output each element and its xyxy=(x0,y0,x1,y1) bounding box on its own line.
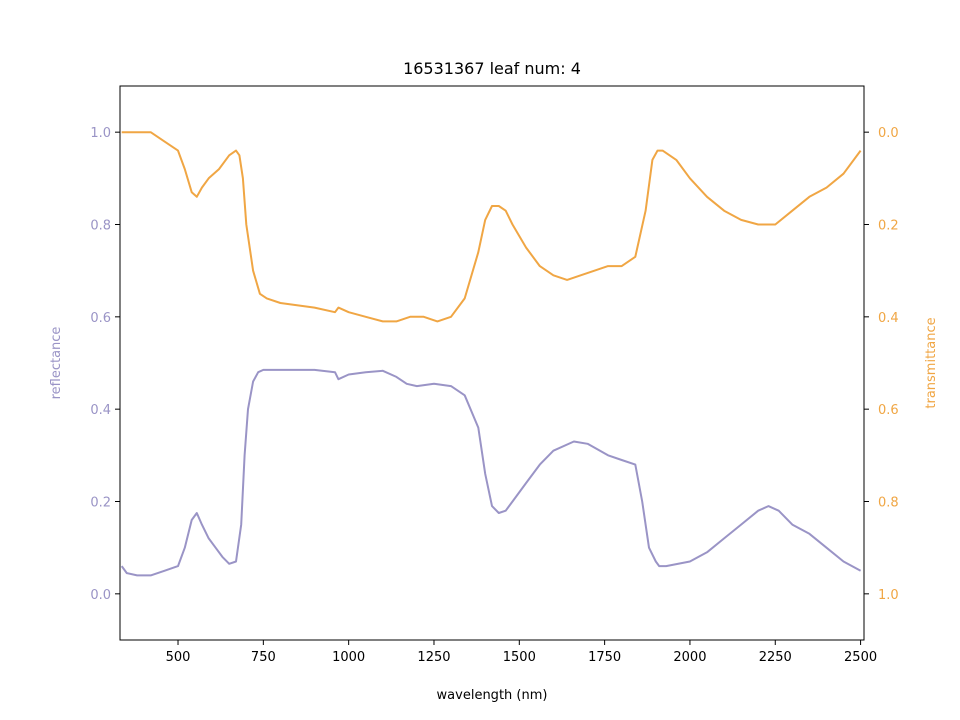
axes xyxy=(119,85,865,641)
y-right-tick-label: 0.0 xyxy=(878,126,899,141)
y-right-tick-label: 0.2 xyxy=(878,219,899,234)
transmittance-line xyxy=(121,131,862,323)
y-right-tick-label: 0.8 xyxy=(878,496,899,511)
y-right-tick-label: 1.0 xyxy=(878,588,899,603)
x-tick-label: 2000 xyxy=(673,650,706,665)
x-axis-label: wavelength (nm) xyxy=(437,688,548,703)
reflectance-line xyxy=(120,368,862,577)
y-left-tick-label: 0.6 xyxy=(90,311,111,326)
plot-frame xyxy=(119,85,865,641)
y-left-tick-label: 0.0 xyxy=(90,588,111,603)
chart-title: 16531367 leaf num: 4 xyxy=(403,59,581,78)
y-axis-label-left: reflectance xyxy=(49,327,64,400)
y-left-tick-label: 0.4 xyxy=(90,403,111,418)
x-tick-label: 1750 xyxy=(588,650,621,665)
x-tick-label: 2250 xyxy=(759,650,792,665)
x-tick-label: 1500 xyxy=(503,650,536,665)
y-right-tick-label: 0.6 xyxy=(878,403,899,418)
y-axis-label-right: transmittance xyxy=(924,317,939,408)
y-left-tick-label: 0.2 xyxy=(90,496,111,511)
plot-lines xyxy=(120,131,862,577)
x-tick-label: 750 xyxy=(251,650,276,665)
x-tick-label: 500 xyxy=(166,650,191,665)
x-tick-label: 1000 xyxy=(332,650,365,665)
y-right-tick-label: 0.4 xyxy=(878,311,899,326)
x-tick-label: 2500 xyxy=(844,650,877,665)
x-tick-label: 1250 xyxy=(417,650,450,665)
ticks: 500 750 1000 1250 1500 1750 2000 2250 2500 0.0 0.2… xyxy=(90,126,898,665)
y-left-tick-label: 0.8 xyxy=(90,219,111,234)
y-left-tick-label: 1.0 xyxy=(90,126,111,141)
